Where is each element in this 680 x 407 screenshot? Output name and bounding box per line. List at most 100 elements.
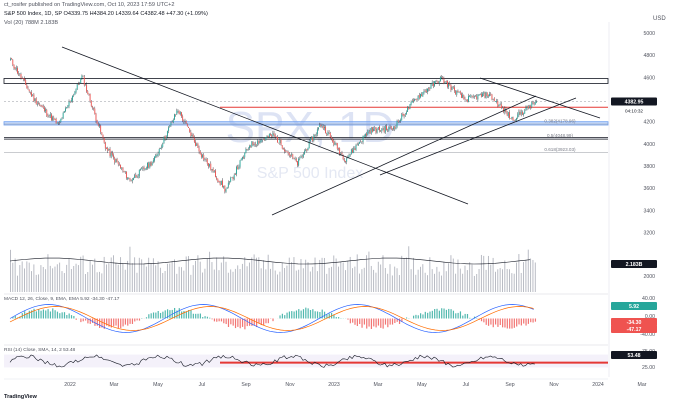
volume-bar <box>323 257 325 292</box>
candle-body <box>536 101 537 103</box>
published-line: ct_rosifer published on TradingView.com,… <box>4 2 175 8</box>
macd-histogram-bar <box>513 318 515 328</box>
candle-body <box>271 134 273 137</box>
candle-body <box>395 127 397 130</box>
candle-body <box>293 157 295 160</box>
volume-bar <box>424 272 426 292</box>
volume-bar <box>26 261 28 292</box>
macd-histogram-bar <box>523 318 525 324</box>
volume-ma-line <box>9 257 531 265</box>
candle-body <box>362 135 364 143</box>
candle-body <box>96 120 98 124</box>
macd-histogram-bar <box>483 318 485 323</box>
candle-body <box>182 116 184 121</box>
candle-body <box>257 140 259 145</box>
macd-histogram-bar <box>377 318 380 326</box>
candle-body <box>332 138 334 142</box>
candle-body <box>34 98 36 101</box>
candle-body <box>256 144 257 146</box>
candle-body <box>494 101 496 102</box>
candle-body <box>150 161 152 166</box>
candle-body <box>137 176 139 178</box>
candle-body <box>367 131 369 136</box>
candle-body <box>373 129 375 132</box>
candle-body <box>449 83 451 86</box>
volume-bar <box>267 254 269 292</box>
volume-bar <box>174 259 175 292</box>
watermark-symbol: SPX, 1D <box>226 103 395 152</box>
candle-body <box>424 90 426 92</box>
volume-bar <box>487 255 489 292</box>
candle-body <box>18 73 20 75</box>
candle-body <box>430 84 432 89</box>
volume-bar <box>335 258 337 292</box>
volume-bar <box>492 257 494 292</box>
macd-histogram-bar <box>12 316 14 319</box>
volume-bar <box>502 269 503 292</box>
candle-body <box>428 88 430 90</box>
volume-bar <box>277 274 279 292</box>
macd-histogram-bar <box>452 310 455 319</box>
volume-bar <box>436 266 438 292</box>
candle-body <box>147 162 148 169</box>
candle-body <box>188 126 189 128</box>
candle-body <box>192 134 194 138</box>
candle-body <box>149 162 151 168</box>
macd-histogram-bar <box>448 308 450 319</box>
candle-body <box>62 112 64 119</box>
volume-bar <box>466 270 468 292</box>
candle-body <box>58 122 59 124</box>
volume-bar <box>195 260 196 292</box>
candle-body <box>441 77 443 78</box>
volume-bar <box>438 271 440 292</box>
macd-tick-label: -40.00 <box>640 332 655 338</box>
rsi-line <box>9 354 535 368</box>
candle-body <box>154 156 155 161</box>
volume-bar <box>532 260 534 292</box>
macd-histogram-bar <box>527 318 529 324</box>
volume-bar <box>405 257 407 292</box>
volume-legend[interactable]: Vol (20) 788M 2.183B <box>4 20 59 26</box>
trendline-2023-uptrend <box>379 97 577 176</box>
candle-body <box>475 95 476 97</box>
volume-bar <box>457 259 459 292</box>
macd-histogram-bar <box>195 313 197 319</box>
candle-body <box>226 187 228 189</box>
time-tick-label: 2023 <box>328 382 340 388</box>
candle-body <box>468 96 469 102</box>
candle-body <box>386 125 387 130</box>
macd-histogram-bar <box>384 318 387 325</box>
macd-histogram-bar <box>412 315 415 319</box>
volume-bar <box>265 269 267 292</box>
candle-body <box>516 118 517 121</box>
volume-bar <box>272 262 274 292</box>
candle-body <box>274 134 276 138</box>
macd-histogram-bar <box>94 318 96 326</box>
volume-bar <box>368 251 370 292</box>
candle-body <box>24 78 25 81</box>
macd-histogram-bar <box>108 318 110 327</box>
candle-body <box>320 124 322 127</box>
macd-histogram-bar <box>354 318 356 325</box>
candle-body <box>316 129 318 135</box>
volume-bar <box>471 264 473 292</box>
candle-body <box>223 185 225 188</box>
macd-histogram-bar <box>309 310 312 319</box>
macd-histogram-bar <box>492 318 494 328</box>
last-price-tag-bg <box>611 97 657 106</box>
symbol-ohlc-line[interactable]: S&P 500 Index, 1D, SP O4339.75 H4384.20 … <box>4 11 208 17</box>
candle-body <box>307 147 309 151</box>
volume-bar <box>92 264 93 292</box>
watermark-name: S&P 500 Index <box>257 165 363 182</box>
macd-histogram-bar <box>366 318 368 329</box>
candle-body <box>134 175 136 179</box>
macd-histogram-bar <box>480 318 483 322</box>
macd-histogram-bar <box>534 318 537 322</box>
macd-histogram-bar <box>490 318 492 325</box>
candle-body <box>492 98 494 100</box>
macd-histogram-bar <box>284 315 286 319</box>
candle-body <box>512 117 514 121</box>
candle-body <box>439 77 441 82</box>
candle-body <box>222 180 223 188</box>
